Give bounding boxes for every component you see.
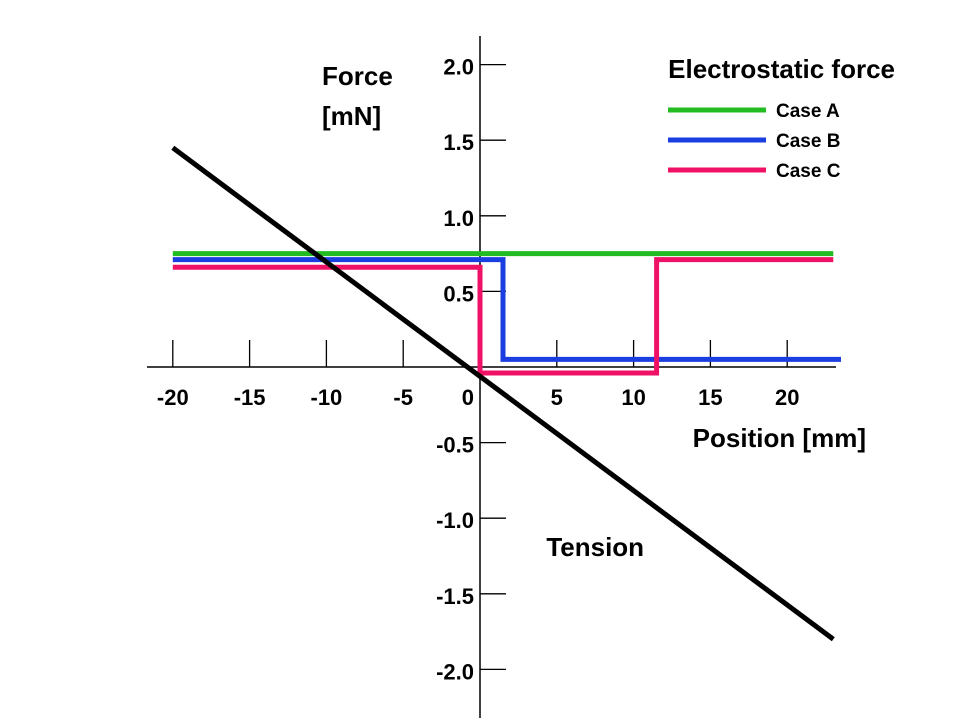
y-tick-label: -1.0 <box>436 508 474 533</box>
x-tick-label: -15 <box>234 385 266 410</box>
x-axis-title: Position [mm] <box>693 423 866 453</box>
legend-label-case-c: Case C <box>776 161 841 182</box>
series-line-case-b <box>172 257 841 362</box>
x-tick-label: 20 <box>775 385 799 410</box>
y-tick-label: 2.0 <box>443 55 474 80</box>
legend-label-case-b: Case B <box>776 131 840 152</box>
x-tick-label: 0 <box>462 385 474 410</box>
series-line-case-c <box>172 257 834 376</box>
tension-annotation: Tension <box>546 532 644 562</box>
y-tick-label: -1.5 <box>436 584 474 609</box>
y-tick-label: 1.0 <box>443 206 474 231</box>
legend-label-case-a: Case A <box>776 101 840 122</box>
x-tick-label: -5 <box>393 385 413 410</box>
x-tick-label: 5 <box>551 385 563 410</box>
ticks: -20 -15 -10 -5 0 5 10 15 20 2.0 1.5 1.0 0.5 -0.5 -1.0 -… <box>157 55 800 685</box>
x-tick-label: 15 <box>698 385 722 410</box>
x-tick-label: -20 <box>157 385 189 410</box>
x-tick-label: -10 <box>311 385 343 410</box>
legend: Case A Case B Case C <box>668 101 841 182</box>
y-tick-label: -0.5 <box>436 433 474 458</box>
x-tick-label: 10 <box>621 385 645 410</box>
series <box>171 145 841 642</box>
y-tick-label: 1.5 <box>443 130 474 155</box>
y-tick-label: 0.5 <box>443 281 474 306</box>
y-tick-label: -2.0 <box>436 659 474 684</box>
y-axis-title-unit: [mN] <box>322 101 381 131</box>
y-axis-title-force: Force <box>322 61 393 91</box>
legend-title: Electrostatic force <box>668 54 895 84</box>
series-line-tension <box>171 145 835 642</box>
